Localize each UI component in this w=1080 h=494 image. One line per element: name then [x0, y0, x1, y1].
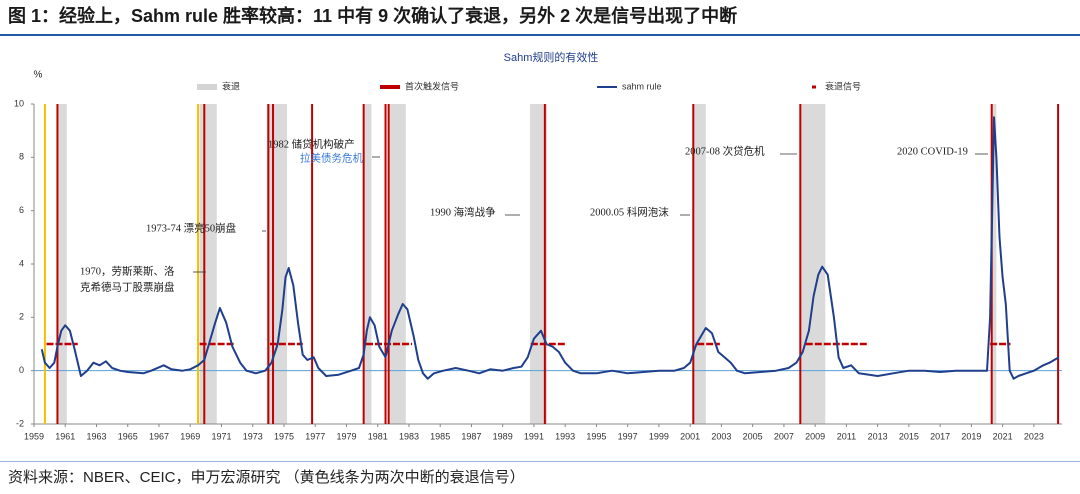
annotation: 1973-74 漂亮50崩盘 — [146, 221, 237, 234]
recession-band — [800, 104, 826, 424]
recession-band — [199, 104, 217, 424]
x-tick-label: 2023 — [1024, 431, 1044, 441]
x-tick-label: 2015 — [899, 431, 919, 441]
x-tick-label: 1993 — [555, 431, 575, 441]
x-tick-label: 2011 — [837, 431, 856, 441]
annotation: 2020 COVID-19 — [897, 146, 968, 157]
x-tick-label: 1991 — [524, 431, 544, 441]
legend-label: sahm rule — [622, 81, 662, 91]
x-tick-label: 2001 — [680, 431, 700, 441]
legend-label: 衰退 — [222, 80, 240, 91]
recession-band — [266, 104, 288, 424]
x-tick-label: 2005 — [743, 431, 763, 441]
x-tick-label: 2009 — [805, 431, 825, 441]
x-tick-label: 2017 — [930, 431, 950, 441]
sahm-line — [40, 116, 1060, 380]
x-tick-label: 1967 — [149, 431, 169, 441]
x-tick-label: 2019 — [961, 431, 981, 441]
x-tick-label: 1983 — [399, 431, 419, 441]
recession-band — [363, 104, 372, 424]
x-tick-label: 1959 — [24, 431, 44, 441]
y-tick-label: -2 — [16, 418, 24, 428]
annotation: 2000.05 科网泡沫 — [590, 205, 669, 218]
x-tick-label: 1977 — [305, 431, 325, 441]
recession-band — [990, 104, 997, 424]
annotation: 2007-08 次贷危机 — [685, 144, 765, 157]
recession-band — [388, 104, 406, 424]
y-tick-label: 6 — [19, 205, 24, 215]
x-tick-label: 1971 — [211, 431, 231, 441]
y-unit: % — [34, 70, 43, 81]
source-note: 资料来源：NBER、CEIC，申万宏源研究 （黄色线条为两次中断的衰退信号） — [8, 469, 525, 486]
annotation: 克希德马丁股票崩盘 — [80, 280, 175, 293]
x-tick-label: 1973 — [243, 431, 263, 441]
y-tick-label: 4 — [19, 258, 24, 268]
x-tick-label: 1999 — [649, 431, 669, 441]
title-rule — [0, 34, 1080, 36]
x-tick-label: 1965 — [118, 431, 138, 441]
legend-label: 首次触发信号 — [405, 80, 459, 91]
legend-label: 衰退信号 — [825, 80, 861, 91]
x-tick-label: 1997 — [618, 431, 638, 441]
page-title: 图 1：经验上，Sahm rule 胜率较高：11 中有 9 次确认了衰退，另外… — [8, 5, 737, 26]
x-tick-label: 1995 — [586, 431, 606, 441]
y-tick-label: 2 — [19, 312, 24, 322]
x-tick-label: 2021 — [993, 431, 1013, 441]
x-tick-label: 1979 — [336, 431, 356, 441]
y-tick-label: 0 — [19, 365, 24, 375]
legend-swatch — [197, 84, 217, 90]
chart-title: Sahm规则的有效性 — [504, 50, 599, 64]
x-tick-label: 2003 — [711, 431, 731, 441]
x-tick-label: 2007 — [774, 431, 794, 441]
recession-band — [57, 104, 67, 424]
y-tick-label: 8 — [19, 152, 24, 162]
x-tick-label: 1989 — [493, 431, 513, 441]
x-tick-label: 1975 — [274, 431, 294, 441]
y-tick-label: 10 — [14, 98, 24, 108]
annotation: 拉美债务危机 — [300, 151, 363, 164]
x-tick-label: 1985 — [430, 431, 450, 441]
x-tick-label: 1963 — [86, 431, 106, 441]
x-tick-label: 1969 — [180, 431, 200, 441]
x-tick-label: 1961 — [55, 431, 75, 441]
x-tick-label: 1981 — [368, 431, 388, 441]
x-tick-label: 2013 — [868, 431, 888, 441]
annotation: 1970，劳斯莱斯、洛 — [80, 264, 175, 277]
annotation: 1982 储贷机构破产 — [268, 137, 355, 150]
annotation: 1990 海湾战争 — [430, 205, 496, 218]
footer-rule — [0, 461, 1080, 462]
x-tick-label: 1987 — [461, 431, 481, 441]
